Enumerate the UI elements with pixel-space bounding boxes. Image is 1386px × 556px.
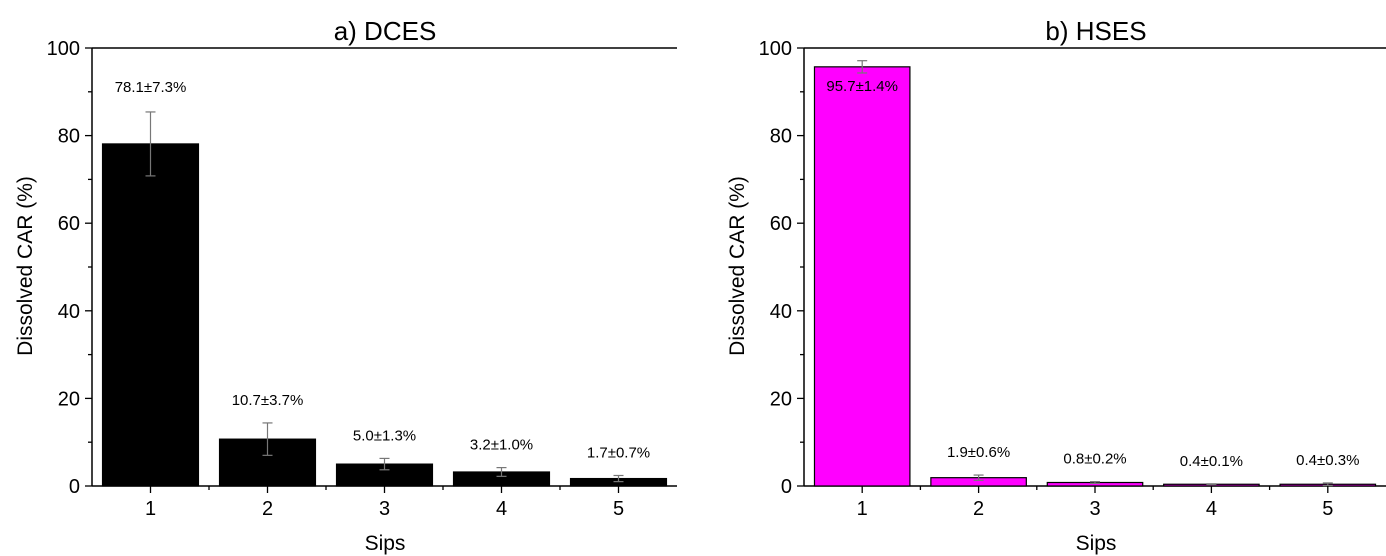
plot-area: 0 20 40 60 80 100 1 95.7±1.4% 2 1.9±0.6% 3 0.8±0.2%… <box>759 38 1386 520</box>
data-label: 78.1±7.3% <box>115 79 187 96</box>
data-label: 1.9±0.6% <box>947 444 1010 461</box>
bar <box>101 143 200 487</box>
y-tick-label: 60 <box>58 213 80 235</box>
data-label: 5.0±1.3% <box>353 427 416 444</box>
y-tick-label: 60 <box>770 213 792 235</box>
x-tick-label: 2 <box>973 498 984 520</box>
chart-panel-hses: b) HSES Sips Dissolved CAR (%) 0 20 40 60 80… <box>726 16 1386 555</box>
y-axis-label: Dissolved CAR (%) <box>14 176 37 356</box>
y-tick-label: 80 <box>770 126 792 148</box>
y-tick-label: 0 <box>781 476 792 498</box>
chart-title: a) DCES <box>334 16 437 46</box>
data-label: 3.2±1.0% <box>470 437 533 454</box>
chart-title: b) HSES <box>1045 16 1146 46</box>
y-tick-label: 40 <box>58 301 80 323</box>
x-axis-label: Sips <box>365 532 406 555</box>
y-tick-label: 100 <box>47 38 80 60</box>
x-tick-label: 3 <box>1089 498 1100 520</box>
x-tick-label: 2 <box>262 498 273 520</box>
data-label: 0.4±0.1% <box>1180 453 1243 470</box>
y-axis-label: Dissolved CAR (%) <box>726 176 749 356</box>
y-tick-label: 100 <box>759 38 792 60</box>
x-tick-label: 5 <box>613 498 624 520</box>
y-tick-label: 20 <box>770 388 792 410</box>
chart-panel-dces: a) DCES Sips Dissolved CAR (%) 0 20 40 60 80… <box>14 16 677 555</box>
bar <box>813 66 911 487</box>
y-tick-label: 0 <box>69 476 80 498</box>
x-tick-label: 5 <box>1322 498 1333 520</box>
y-tick-label: 80 <box>58 126 80 148</box>
x-tick-label: 4 <box>496 498 507 520</box>
data-label: 10.7±3.7% <box>232 392 304 409</box>
y-tick-label: 20 <box>58 388 80 410</box>
x-tick-label: 3 <box>379 498 390 520</box>
data-label: 0.4±0.3% <box>1296 452 1359 469</box>
plot-area: 0 20 40 60 80 100 1 78.1±7.3% 2 10.7±3.7% 3 5.0±1.3… <box>47 38 677 520</box>
y-tick-label: 40 <box>770 301 792 323</box>
x-tick-label: 1 <box>857 498 868 520</box>
data-label: 95.7±1.4% <box>826 78 898 95</box>
x-tick-label: 4 <box>1206 498 1217 520</box>
x-tick-label: 1 <box>145 498 156 520</box>
data-label: 1.7±0.7% <box>587 444 650 461</box>
x-axis-label: Sips <box>1076 532 1117 555</box>
data-label: 0.8±0.2% <box>1063 451 1126 468</box>
